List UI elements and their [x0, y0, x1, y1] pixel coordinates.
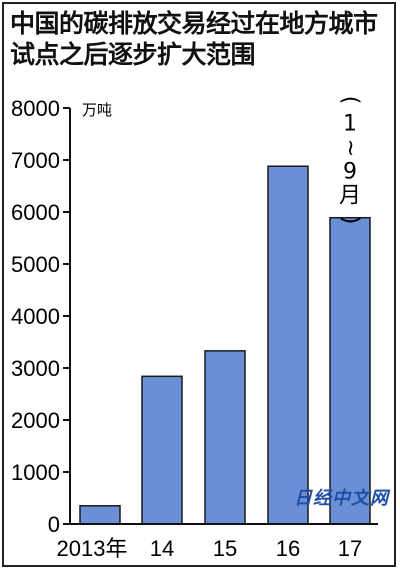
svg-text:1: 1 [343, 112, 357, 137]
y-tick-label: 7000 [11, 148, 60, 173]
bar-3 [204, 350, 246, 525]
y-tick-label: 2000 [11, 408, 60, 433]
x-tick-label: 15 [213, 536, 237, 561]
y-tick-label: 6000 [11, 200, 60, 225]
y-tick-label: 0 [48, 512, 60, 537]
period-note: (1 ~9月) [338, 96, 363, 225]
chart-title: 中国的碳排放交易经过在地方城市试点之后逐步扩大范围 [10, 9, 378, 69]
svg-text:~: ~ [338, 139, 363, 157]
bar-2 [141, 375, 183, 525]
y-unit-label: 万吨 [82, 101, 112, 119]
svg-text:9: 9 [343, 160, 357, 185]
x-tick-label: 14 [150, 536, 174, 561]
x-tick-label: 16 [276, 536, 300, 561]
svg-text:): ) [338, 216, 363, 225]
bar-1 [79, 505, 121, 525]
y-tick-label: 1000 [11, 460, 60, 485]
bar-5 [329, 216, 371, 525]
watermark-logo: 日经中文网 [294, 488, 389, 509]
x-tick-label: 2013年 [57, 536, 128, 561]
x-tick-label: 17 [338, 536, 362, 561]
svg-text:月: 月 [339, 184, 361, 209]
y-tick-label: 8000 [11, 96, 60, 121]
y-tick-label: 3000 [11, 356, 60, 381]
y-tick-label: 5000 [11, 252, 60, 277]
bar-4 [267, 165, 309, 525]
y-tick-label: 4000 [11, 304, 60, 329]
chart-frame [2, 2, 396, 567]
svg-text:(: ( [338, 96, 363, 105]
